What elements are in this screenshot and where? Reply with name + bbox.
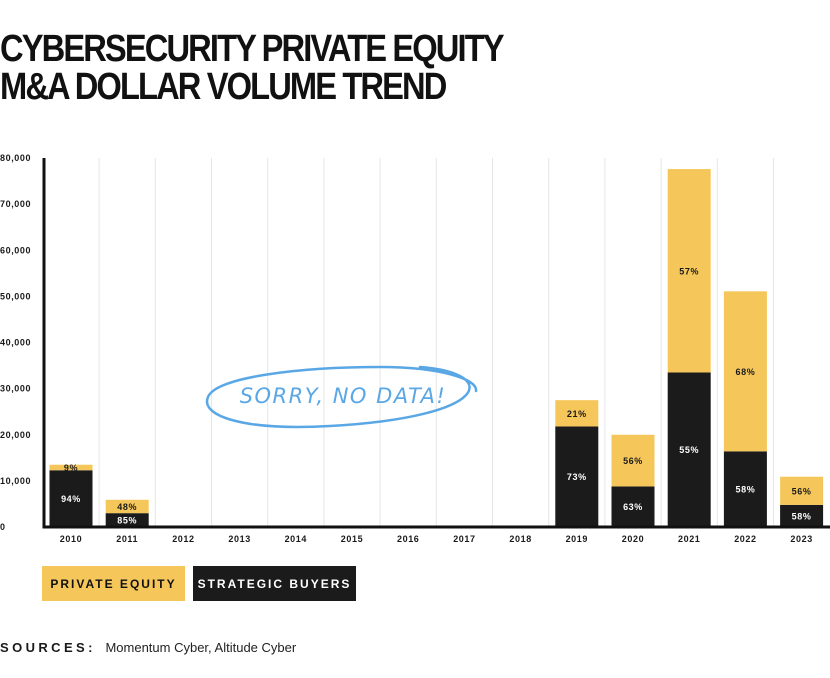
x-tick-label: 2012 <box>172 534 194 544</box>
data-label-strategic-buyers: 58% <box>792 511 812 521</box>
x-tick-label: 2010 <box>60 534 82 544</box>
bar-private-equity <box>105 499 149 514</box>
bar-private-equity <box>780 476 824 505</box>
bar-strategic-buyers <box>105 513 149 527</box>
y-tick-label: 80,000 <box>0 153 31 163</box>
bar-strategic-buyers <box>723 451 767 527</box>
chart-title-line-1: CYBERSECURITY PRIVATE EQUITY <box>0 28 505 70</box>
sources-label: SOURCES: <box>0 640 96 655</box>
legend-strategic-buyers-label: STRATEGIC BUYERS <box>197 576 352 591</box>
data-label-strategic-buyers: 58% <box>735 485 755 495</box>
stacked-bar-chart: 0 10,000 20,000 30,000 40,000 50,000 60,000 70,… <box>0 153 830 544</box>
data-label-private-equity: 56% <box>792 486 812 496</box>
x-tick-label: 2015 <box>341 534 363 544</box>
x-tick-label: 2022 <box>734 534 756 544</box>
y-tick-label: 20,000 <box>0 430 31 440</box>
x-tick-label: 2018 <box>509 534 531 544</box>
x-tick-label: 2021 <box>678 534 700 544</box>
annotation-ellipse <box>205 365 478 429</box>
y-tick-label: 50,000 <box>0 291 31 301</box>
bar-strategic-buyers <box>555 426 599 527</box>
bar-private-equity <box>723 291 767 452</box>
x-tick-label: 2017 <box>453 534 475 544</box>
sources-text: Momentum Cyber, Altitude Cyber <box>105 640 297 655</box>
bar-strategic-buyers <box>49 470 93 527</box>
y-tick-label: 70,000 <box>0 199 31 209</box>
data-label-private-equity: 56% <box>623 456 643 466</box>
x-tick-label: 2014 <box>285 534 307 544</box>
legend-strategic-buyers: STRATEGIC BUYERS <box>193 566 356 601</box>
x-tick-label: 2016 <box>397 534 419 544</box>
y-tick-label: 0 <box>0 522 6 532</box>
data-label-private-equity: 21% <box>567 409 587 419</box>
data-label-strategic-buyers: 73% <box>567 472 587 482</box>
data-label-private-equity: 9% <box>64 463 78 473</box>
bar-strategic-buyers <box>611 486 655 527</box>
data-label-private-equity: 48% <box>117 502 137 512</box>
x-tick-label: 2023 <box>790 534 812 544</box>
chart-title-line-2: M&A DOLLAR VOLUME TREND <box>0 66 447 108</box>
data-label-private-equity: 68% <box>735 367 755 377</box>
x-tick-label: 2019 <box>566 534 588 544</box>
annotation-text: SORRY, NO DATA! <box>240 384 447 408</box>
x-tick-label: 2013 <box>228 534 250 544</box>
y-tick-label: 30,000 <box>0 384 31 394</box>
y-tick-label: 40,000 <box>0 338 31 348</box>
bar-private-equity <box>667 169 711 373</box>
data-label-strategic-buyers: 55% <box>679 445 699 455</box>
bar-strategic-buyers <box>667 372 711 527</box>
x-tick-label: 2011 <box>116 534 138 544</box>
bar-private-equity <box>49 464 93 471</box>
data-label-strategic-buyers: 85% <box>117 516 137 526</box>
chart-title: CYBERSECURITY PRIVATE EQUITY M&A DOLLAR … <box>0 28 505 108</box>
y-tick-label: 60,000 <box>0 245 31 255</box>
legend-private-equity: PRIVATE EQUITY <box>42 566 185 601</box>
bar-strategic-buyers <box>780 504 824 527</box>
bar-private-equity <box>555 400 599 427</box>
data-label-strategic-buyers: 63% <box>623 502 643 512</box>
y-tick-label: 10,000 <box>0 476 31 486</box>
sources-line: SOURCES: Momentum Cyber, Altitude Cyber <box>0 640 296 655</box>
data-label-strategic-buyers: 94% <box>61 494 81 504</box>
bar-private-equity <box>611 434 655 487</box>
data-label-private-equity: 57% <box>679 266 699 276</box>
x-tick-label: 2020 <box>622 534 644 544</box>
legend-private-equity-label: PRIVATE EQUITY <box>50 576 177 591</box>
